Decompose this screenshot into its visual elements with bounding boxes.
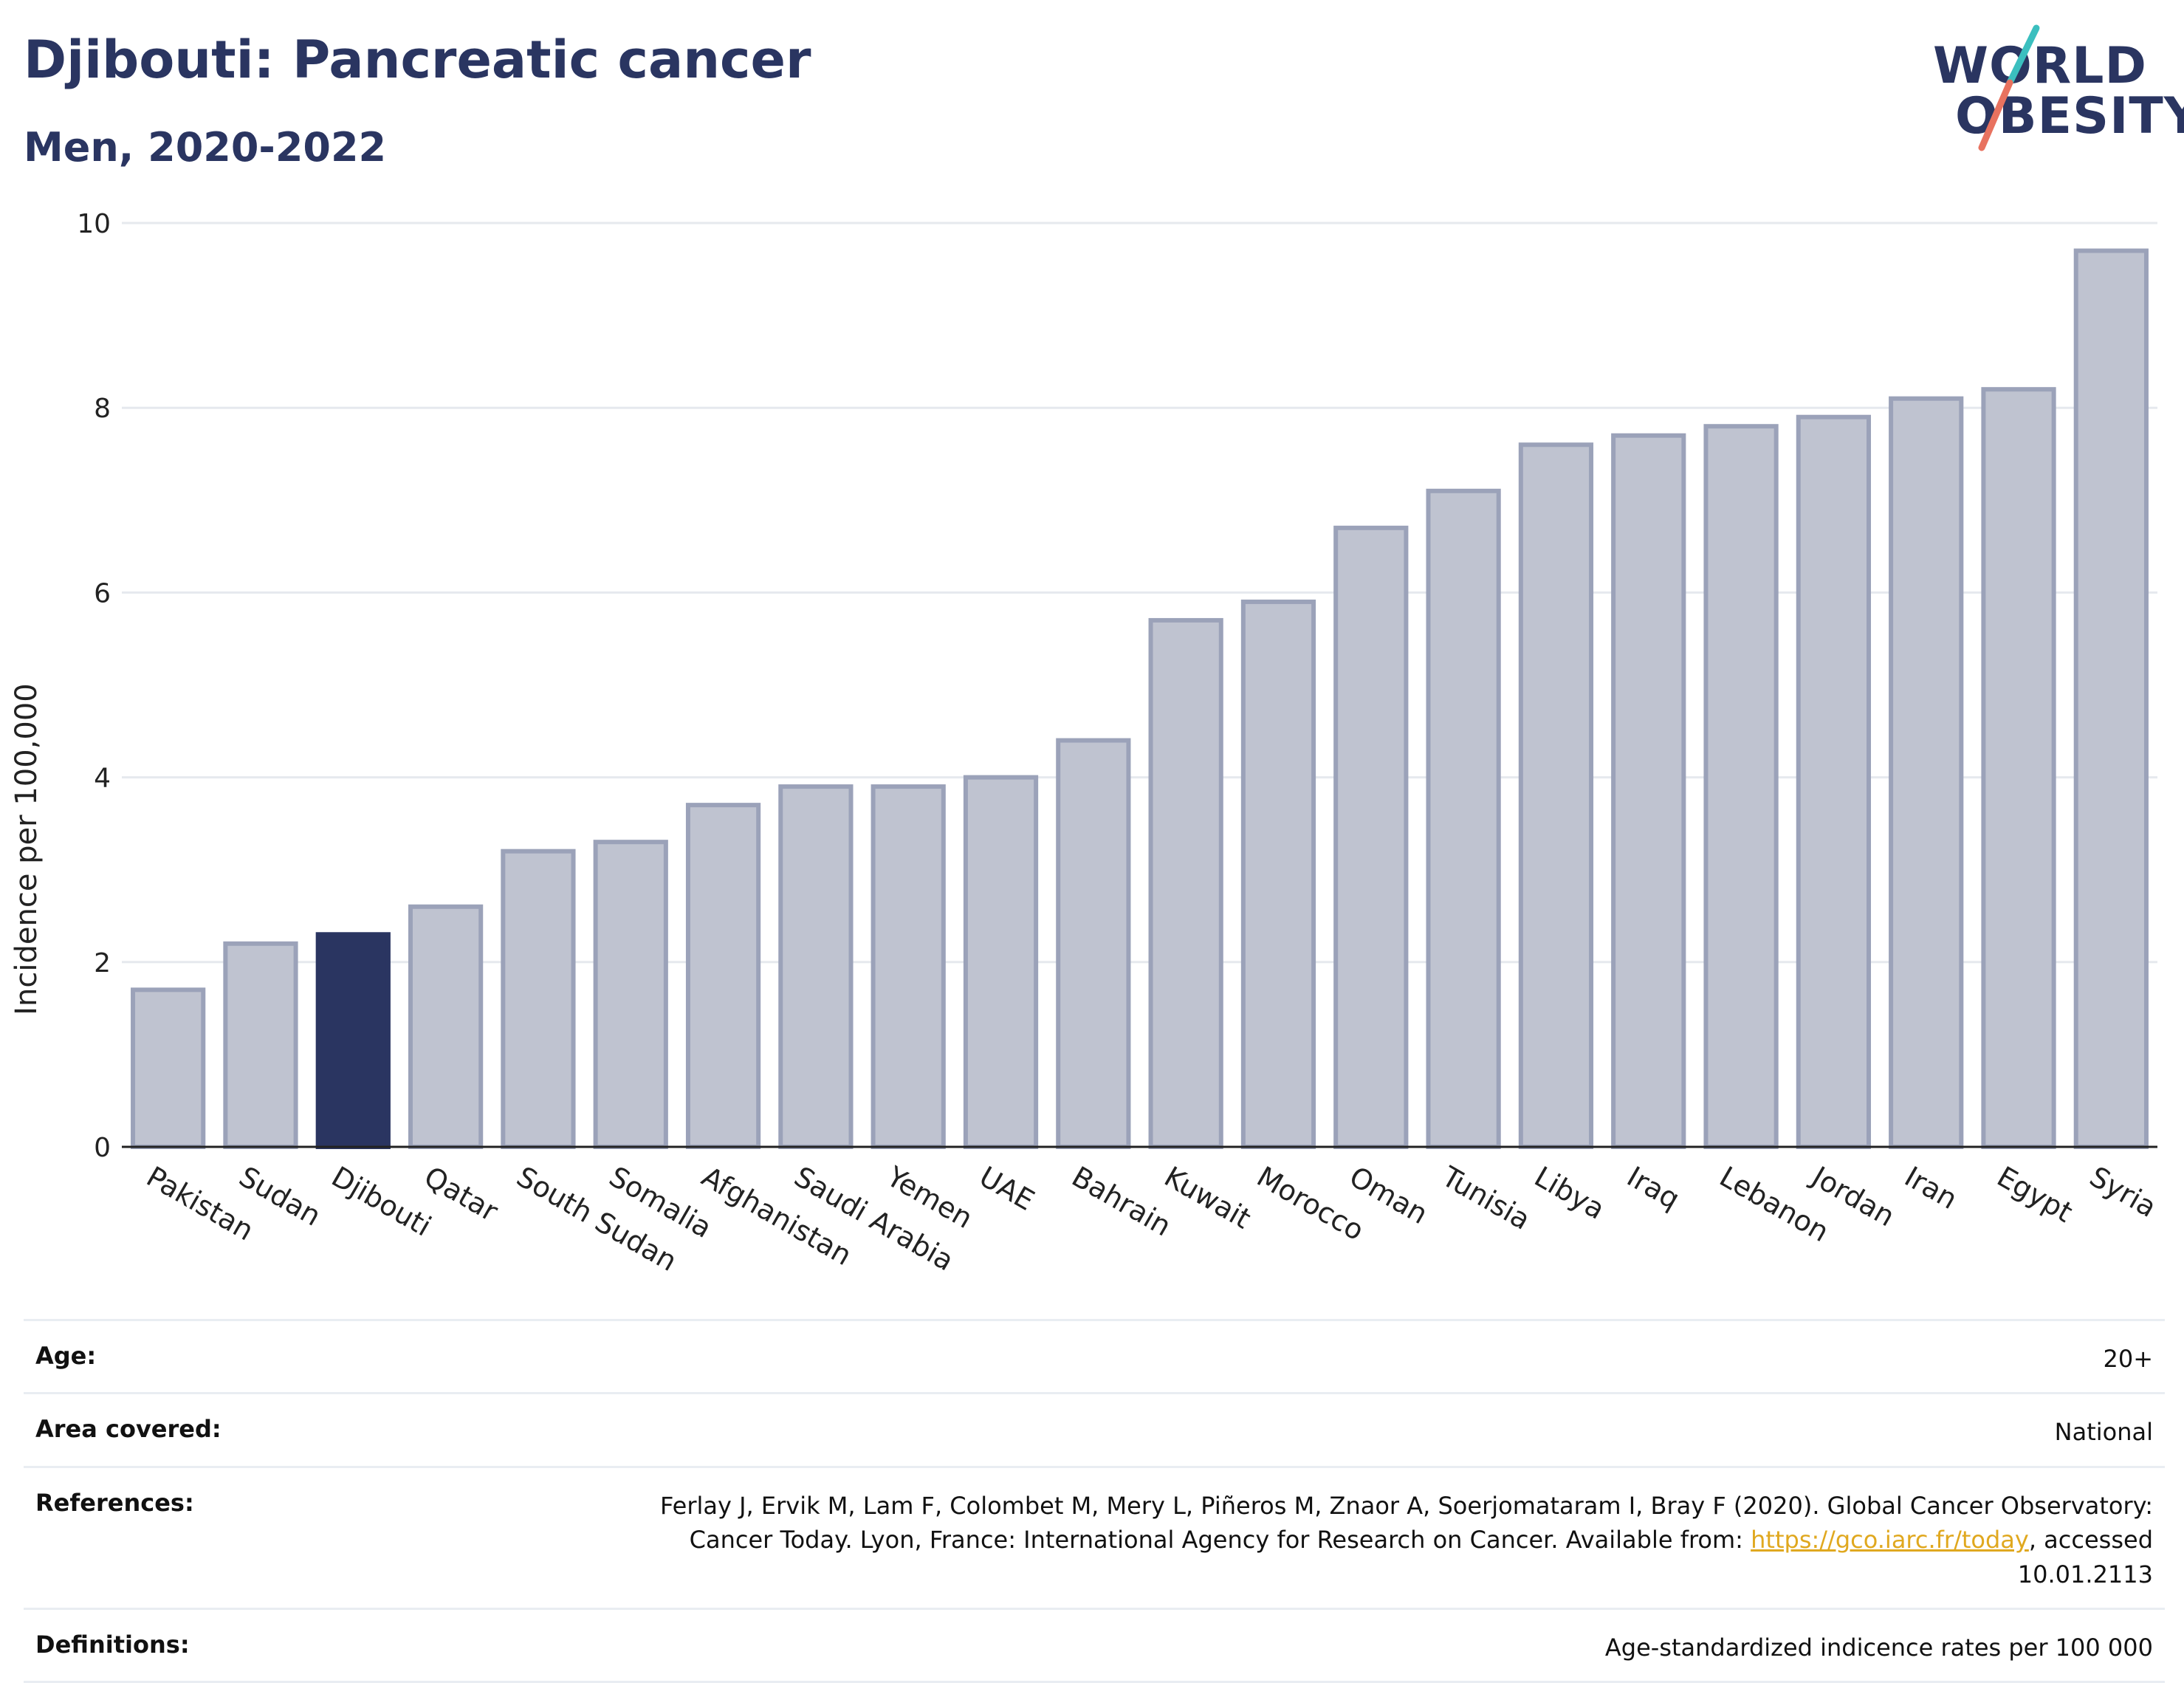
info-row-definitions: Definitions: Age-standardized indicence …: [24, 1607, 2165, 1683]
y-axis-label: Incidence per 100,000: [10, 683, 44, 1015]
logo-slash-icon: [1978, 24, 2040, 151]
area-label: Area covered:: [35, 1415, 222, 1444]
y-tick-label: 10: [77, 209, 111, 239]
info-row-age: Age: 20+: [24, 1319, 2165, 1392]
definitions-label: Definitions:: [35, 1630, 190, 1659]
x-tick-label: Tunisia: [1436, 1159, 1536, 1236]
info-row-references: References: Ferlay J, Ervik M, Lam F, Co…: [24, 1465, 2165, 1608]
age-value: 20+: [2103, 1345, 2153, 1373]
bar: [593, 840, 668, 1149]
info-table: Age: 20+ Area covered: National Referenc…: [24, 1319, 2165, 1683]
bar: [223, 941, 298, 1150]
bar: [1703, 424, 1779, 1150]
references-accessed: , accessed 10.01.2113: [2017, 1526, 2153, 1588]
x-tick-label: Pakistan: [141, 1160, 259, 1247]
x-tick-label: Djibouti: [326, 1160, 437, 1243]
bar: [1426, 488, 1501, 1150]
bar: [1518, 442, 1594, 1149]
world-obesity-logo: WORLD OBESITY: [1927, 22, 2184, 155]
bar: [870, 784, 946, 1149]
y-tick-label: 0: [94, 1133, 111, 1163]
bar: [685, 803, 761, 1149]
highlighted-bar: [315, 932, 391, 1150]
y-tick-label: 8: [94, 394, 111, 424]
references-value: Ferlay J, Ervik M, Lam F, Colombet M, Me…: [588, 1489, 2153, 1591]
area-value: National: [2054, 1418, 2153, 1447]
x-tick-label: UAE: [974, 1160, 1040, 1217]
bar: [408, 904, 484, 1149]
page-subtitle: Men, 2020-2022: [24, 124, 387, 171]
bar: [1981, 387, 2056, 1149]
references-label: References:: [35, 1488, 194, 1517]
x-tick-label: South Sudan: [511, 1160, 682, 1278]
bar: [1056, 738, 1131, 1149]
bar: [963, 775, 1039, 1149]
age-label: Age:: [35, 1342, 97, 1370]
x-tick-label: Iraq: [1621, 1160, 1685, 1216]
logo-line-1: WORLD: [1933, 37, 2147, 95]
bar: [1611, 433, 1686, 1150]
bar: [131, 987, 206, 1149]
x-tick-label: Kuwait: [1159, 1160, 1257, 1235]
y-tick-label: 2: [94, 948, 111, 978]
y-tick-label: 6: [94, 578, 111, 609]
references-text: Ferlay J, Ervik M, Lam F, Colombet M, Me…: [660, 1491, 2153, 1555]
x-tick-label: Libya: [1529, 1160, 1610, 1226]
bar: [501, 849, 576, 1149]
x-tick-label: Bahrain: [1066, 1160, 1176, 1243]
bar: [1240, 599, 1316, 1149]
x-tick-label: Syria: [2084, 1160, 2162, 1224]
x-tick-label: Morocco: [1251, 1160, 1370, 1247]
bar: [2073, 248, 2149, 1149]
bar: [1333, 525, 1409, 1149]
bar: [1889, 396, 1964, 1149]
definitions-value: Age-standardized indicence rates per 100…: [1604, 1633, 2153, 1662]
page-title: Djibouti: Pancreatic cancer: [24, 30, 811, 90]
x-tick-label: Iran: [1899, 1160, 1962, 1216]
y-tick-label: 4: [94, 764, 111, 794]
info-row-area: Area covered: National: [24, 1392, 2165, 1465]
bar: [1148, 617, 1223, 1149]
bar: [1796, 414, 1872, 1149]
bar: [778, 784, 854, 1149]
references-link[interactable]: https://gco.iarc.fr/today: [1751, 1526, 2029, 1555]
x-tick-label: Egypt: [1992, 1160, 2078, 1229]
